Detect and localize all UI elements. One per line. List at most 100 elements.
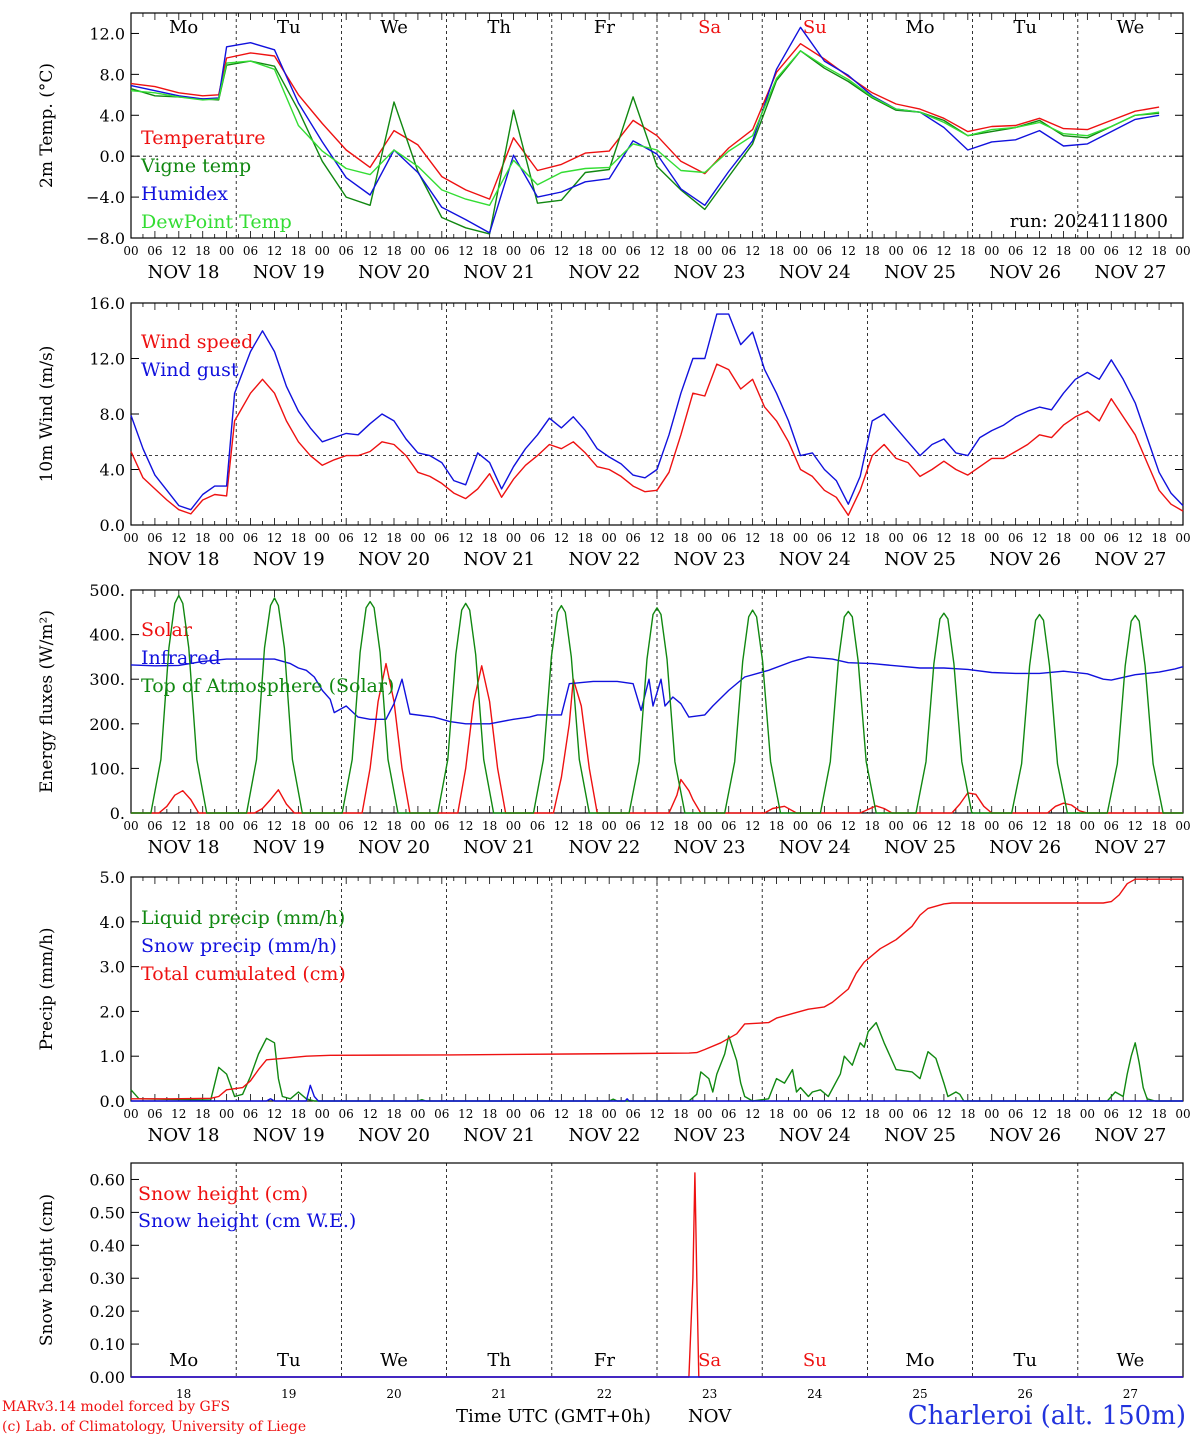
hour-tick-label: 00 (410, 531, 425, 545)
y-tick-label: 0.0 (100, 1092, 125, 1111)
hour-tick-label: 18 (769, 819, 784, 833)
date-label: NOV 25 (884, 549, 956, 570)
legend-entry: Snow height (cm W.E.) (138, 1210, 356, 1232)
hour-tick-label: 00 (315, 1107, 330, 1121)
hour-tick-label: 18 (1056, 1107, 1071, 1121)
hour-tick-label: 12 (745, 1107, 760, 1121)
hour-tick-label: 00 (315, 531, 330, 545)
hour-tick-label: 12 (649, 244, 664, 258)
y-tick-label: 3.0 (100, 958, 125, 977)
hour-tick-label: 00 (984, 531, 999, 545)
hour-tick-label: 12 (649, 1107, 664, 1121)
hour-tick-label: 00 (888, 244, 903, 258)
hour-tick-label: 00 (315, 244, 330, 258)
date-label: NOV 19 (253, 1125, 325, 1146)
hour-tick-label: 06 (339, 819, 354, 833)
date-label: NOV 27 (1094, 837, 1166, 858)
hour-tick-label: 18 (386, 819, 401, 833)
weekday-label: Sa (698, 17, 721, 38)
hour-tick-label: 00 (1080, 531, 1095, 545)
hour-tick-label: 12 (362, 244, 377, 258)
legend-entry: Snow precip (mm/h) (141, 935, 337, 957)
legend-entry: Snow height (cm) (138, 1183, 308, 1205)
series-line (131, 594, 1183, 814)
hour-tick-label: 12 (841, 1107, 856, 1121)
y-tick-label: −8.0 (86, 229, 125, 248)
y-tick-label: 200. (89, 715, 125, 734)
hour-tick-label: 12 (171, 244, 186, 258)
series-line (131, 878, 1183, 1100)
hour-tick-label: 12 (841, 531, 856, 545)
y-axis-title: Snow height (cm) (37, 1194, 57, 1346)
hour-tick-label: 06 (147, 1107, 162, 1121)
hour-tick-label: 18 (769, 1107, 784, 1121)
hour-tick-label: 00 (219, 531, 234, 545)
hour-tick-label: 00 (697, 819, 712, 833)
hour-tick-label: 00 (506, 531, 521, 545)
hour-tick-label: 06 (339, 244, 354, 258)
hour-tick-label: 00 (793, 531, 808, 545)
day-number-label: 20 (386, 1387, 401, 1401)
hour-tick-label: 12 (362, 1107, 377, 1121)
date-label: NOV 19 (253, 549, 325, 570)
hour-tick-label: 00 (1175, 244, 1190, 258)
hour-tick-label: 12 (458, 531, 473, 545)
hour-tick-label: 18 (195, 819, 210, 833)
hour-tick-label: 18 (673, 244, 688, 258)
hour-tick-label: 12 (936, 244, 951, 258)
hour-tick-label: 06 (434, 1107, 449, 1121)
series-line (130, 363, 1184, 516)
hour-tick-label: 18 (1056, 819, 1071, 833)
hour-tick-label: 18 (291, 244, 306, 258)
hour-tick-label: 00 (410, 244, 425, 258)
hour-tick-label: 00 (410, 1107, 425, 1121)
hour-tick-label: 12 (458, 819, 473, 833)
legend-entry: Humidex (141, 183, 228, 205)
hour-tick-label: 12 (841, 819, 856, 833)
hour-tick-label: 12 (554, 244, 569, 258)
hour-tick-label: 12 (267, 819, 282, 833)
hour-tick-label: 12 (745, 819, 760, 833)
date-label: NOV 18 (148, 262, 220, 283)
hour-tick-label: 06 (434, 819, 449, 833)
legend-entry: Top of Atmosphere (Solar) (141, 675, 394, 697)
run-label: run: 2024111800 (1010, 211, 1168, 232)
hour-tick-label: 06 (912, 531, 927, 545)
hour-tick-label: 00 (219, 244, 234, 258)
hour-tick-label: 12 (1032, 819, 1047, 833)
weekday-label: Mo (905, 17, 934, 38)
hour-tick-label: 12 (458, 1107, 473, 1121)
hour-tick-label: 18 (482, 244, 497, 258)
hour-tick-label: 00 (793, 819, 808, 833)
hour-tick-label: 12 (936, 819, 951, 833)
day-number-label: 25 (912, 1387, 927, 1401)
date-label: NOV 21 (463, 1125, 535, 1146)
date-label: NOV 24 (779, 1125, 851, 1146)
hour-tick-label: 00 (984, 244, 999, 258)
hour-tick-label: 06 (721, 531, 736, 545)
hour-tick-label: 06 (817, 819, 832, 833)
weekday-label: We (1117, 17, 1145, 38)
date-label: NOV 23 (674, 549, 746, 570)
legend-entry: DewPoint Temp (141, 211, 292, 233)
y-tick-label: 0.40 (89, 1236, 125, 1255)
hour-tick-label: 12 (171, 819, 186, 833)
y-tick-label: 0.10 (89, 1335, 125, 1354)
hour-tick-label: 00 (219, 819, 234, 833)
hour-tick-label: 18 (386, 244, 401, 258)
weekday-label: Fr (594, 17, 615, 38)
hour-tick-label: 00 (1080, 1107, 1095, 1121)
hour-tick-label: 18 (578, 244, 593, 258)
hour-tick-label: 18 (386, 531, 401, 545)
hour-tick-label: 00 (697, 244, 712, 258)
y-tick-label: 12.0 (89, 24, 125, 43)
hour-tick-label: 00 (506, 819, 521, 833)
date-label: NOV 22 (568, 262, 640, 283)
hour-tick-label: 18 (291, 531, 306, 545)
hour-tick-label: 00 (984, 819, 999, 833)
weekday-label: We (380, 1350, 408, 1371)
hour-tick-label: 06 (625, 244, 640, 258)
hour-tick-label: 18 (960, 531, 975, 545)
date-label: NOV 19 (253, 262, 325, 283)
hour-tick-label: 12 (936, 531, 951, 545)
